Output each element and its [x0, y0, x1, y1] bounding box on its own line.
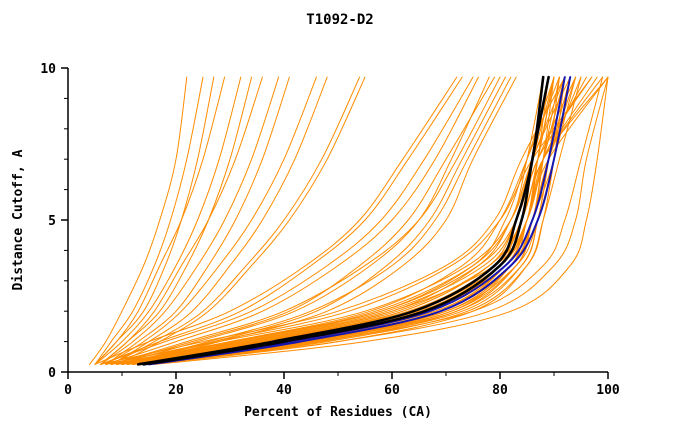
x-tick-label: 20	[168, 383, 184, 398]
predictions-curve	[99, 76, 280, 365]
predictions-curve	[99, 76, 566, 365]
predictions-curve	[121, 76, 506, 365]
predictions-curve	[110, 76, 501, 365]
chart-title: T1092-D2	[306, 12, 373, 28]
x-tick-label: 80	[492, 383, 508, 398]
predictions-curve	[105, 76, 317, 365]
predictions-curve	[121, 76, 577, 365]
predictions-curve	[99, 76, 253, 365]
predictions-curve	[105, 76, 479, 365]
x-tick-label: 0	[64, 383, 72, 398]
axes-layer: 0 20 40 60 80 100 0 5 10	[40, 62, 620, 398]
predictions-curve	[94, 76, 204, 365]
predictions-curve	[99, 76, 263, 365]
predictions-curve	[99, 76, 474, 365]
predictions-curve	[116, 76, 490, 365]
predictions-curve	[94, 76, 226, 365]
y-tick-label: 0	[48, 366, 56, 381]
predictions-curve	[121, 76, 512, 365]
selected-model-black-curve	[136, 75, 545, 366]
y-tick-label: 5	[48, 214, 56, 229]
curves-layer	[89, 75, 609, 366]
predictions-curve	[94, 76, 242, 365]
predictions-curve	[153, 76, 609, 365]
predictions-curve	[94, 76, 458, 365]
predictions-curve	[143, 76, 609, 365]
predictions-curve	[110, 76, 496, 365]
predictions-curve	[94, 76, 215, 365]
x-tick-label: 100	[596, 383, 620, 398]
predictions-curve	[89, 76, 188, 365]
x-tick-label: 40	[276, 383, 292, 398]
selected-model-blue-curve	[148, 76, 572, 366]
y-tick-label: 10	[40, 62, 56, 77]
predictions-curve	[132, 76, 604, 365]
predictions-curve	[105, 76, 290, 365]
predictions-curve	[110, 76, 361, 365]
x-tick-label: 60	[384, 383, 400, 398]
predictions-curve	[110, 76, 328, 365]
y-axis-label: Distance Cutoff, A	[11, 149, 26, 290]
x-axis-label: Percent of Residues (CA)	[244, 405, 432, 420]
predictions-curve	[116, 76, 555, 365]
predictions-curve	[126, 76, 517, 365]
predictions-curve	[116, 76, 366, 365]
